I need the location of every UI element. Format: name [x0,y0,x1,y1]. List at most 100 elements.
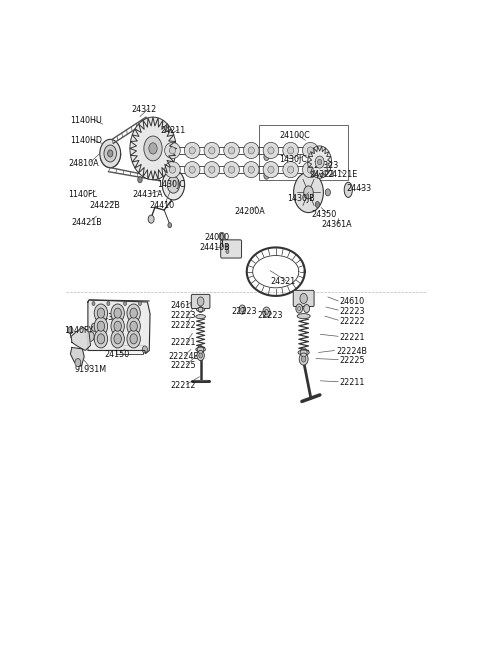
Text: 1140FL: 1140FL [68,190,97,199]
Circle shape [127,330,140,348]
Circle shape [114,334,121,344]
Polygon shape [71,348,84,367]
Text: 24121E: 24121E [327,170,357,179]
Ellipse shape [248,147,254,154]
Ellipse shape [189,147,195,154]
Text: 24321: 24321 [270,277,295,286]
Ellipse shape [209,166,215,173]
Ellipse shape [283,161,299,178]
Text: 24410B: 24410B [200,243,230,253]
FancyBboxPatch shape [192,295,210,308]
Circle shape [130,117,176,180]
Circle shape [304,186,313,199]
Circle shape [264,154,269,161]
Circle shape [149,143,157,154]
Text: 1430JB: 1430JB [287,194,315,203]
FancyBboxPatch shape [221,240,241,258]
Circle shape [162,170,185,200]
Text: 24350: 24350 [311,210,336,218]
Ellipse shape [228,147,235,154]
Ellipse shape [307,147,313,154]
Circle shape [239,305,246,314]
Ellipse shape [302,161,318,178]
Circle shape [139,302,142,306]
Text: 24200A: 24200A [235,207,265,216]
Circle shape [315,201,320,207]
Text: 24433: 24433 [347,184,372,194]
Text: 1140FY: 1140FY [64,326,93,335]
Ellipse shape [169,147,176,154]
Circle shape [197,297,204,306]
Circle shape [315,156,324,168]
Text: 1140HU: 1140HU [71,115,102,125]
Ellipse shape [283,142,299,159]
Ellipse shape [165,161,180,178]
Text: 24431A: 24431A [132,190,163,199]
Text: 22225: 22225 [171,361,196,370]
Text: 22222: 22222 [171,321,196,330]
Circle shape [75,359,81,367]
Ellipse shape [268,166,274,173]
Text: 24322: 24322 [309,170,335,179]
Ellipse shape [297,314,310,319]
Circle shape [94,330,108,348]
Text: 24211: 24211 [160,126,186,134]
Circle shape [199,353,203,358]
Circle shape [97,321,105,331]
Text: 22212: 22212 [171,381,196,390]
Circle shape [91,323,97,331]
Circle shape [97,334,105,344]
Circle shape [264,172,269,179]
Text: 24422B: 24422B [90,201,120,209]
Circle shape [92,302,95,306]
Ellipse shape [307,166,313,173]
Text: 91931M: 91931M [75,365,107,374]
Circle shape [300,293,307,304]
Circle shape [142,346,147,353]
Circle shape [68,327,73,334]
Text: 22224B: 22224B [168,352,199,361]
Ellipse shape [263,142,279,159]
Bar [116,345,143,354]
Ellipse shape [204,142,220,159]
Ellipse shape [224,142,240,159]
Ellipse shape [263,161,279,178]
Circle shape [144,136,162,161]
Circle shape [168,176,180,193]
Ellipse shape [243,161,259,178]
Circle shape [114,321,121,331]
Text: 24421B: 24421B [71,218,102,227]
Text: 1430JC: 1430JC [156,180,185,190]
Circle shape [299,353,308,365]
Ellipse shape [196,308,204,312]
Circle shape [130,321,137,331]
Circle shape [318,159,322,165]
Text: 22221: 22221 [171,338,196,347]
Text: 22223: 22223 [171,311,196,319]
Circle shape [111,317,124,335]
Text: 22225: 22225 [340,356,365,365]
Ellipse shape [288,166,294,173]
Circle shape [97,308,105,318]
Circle shape [138,176,142,183]
Ellipse shape [196,315,205,319]
Circle shape [263,307,270,317]
Ellipse shape [184,142,200,159]
Circle shape [107,302,110,306]
Text: 24410: 24410 [149,201,174,209]
Ellipse shape [298,350,309,355]
Ellipse shape [344,182,352,197]
Circle shape [111,304,124,322]
Text: 24000: 24000 [204,234,229,242]
Ellipse shape [302,142,318,159]
Ellipse shape [268,147,274,154]
Ellipse shape [288,147,294,154]
Text: 22211: 22211 [340,379,365,387]
Text: 24150: 24150 [104,350,129,359]
Ellipse shape [196,347,205,352]
Circle shape [296,304,302,313]
Circle shape [87,331,94,341]
Circle shape [104,145,117,162]
Text: 24610: 24610 [340,297,365,306]
Text: 22223: 22223 [232,306,257,316]
